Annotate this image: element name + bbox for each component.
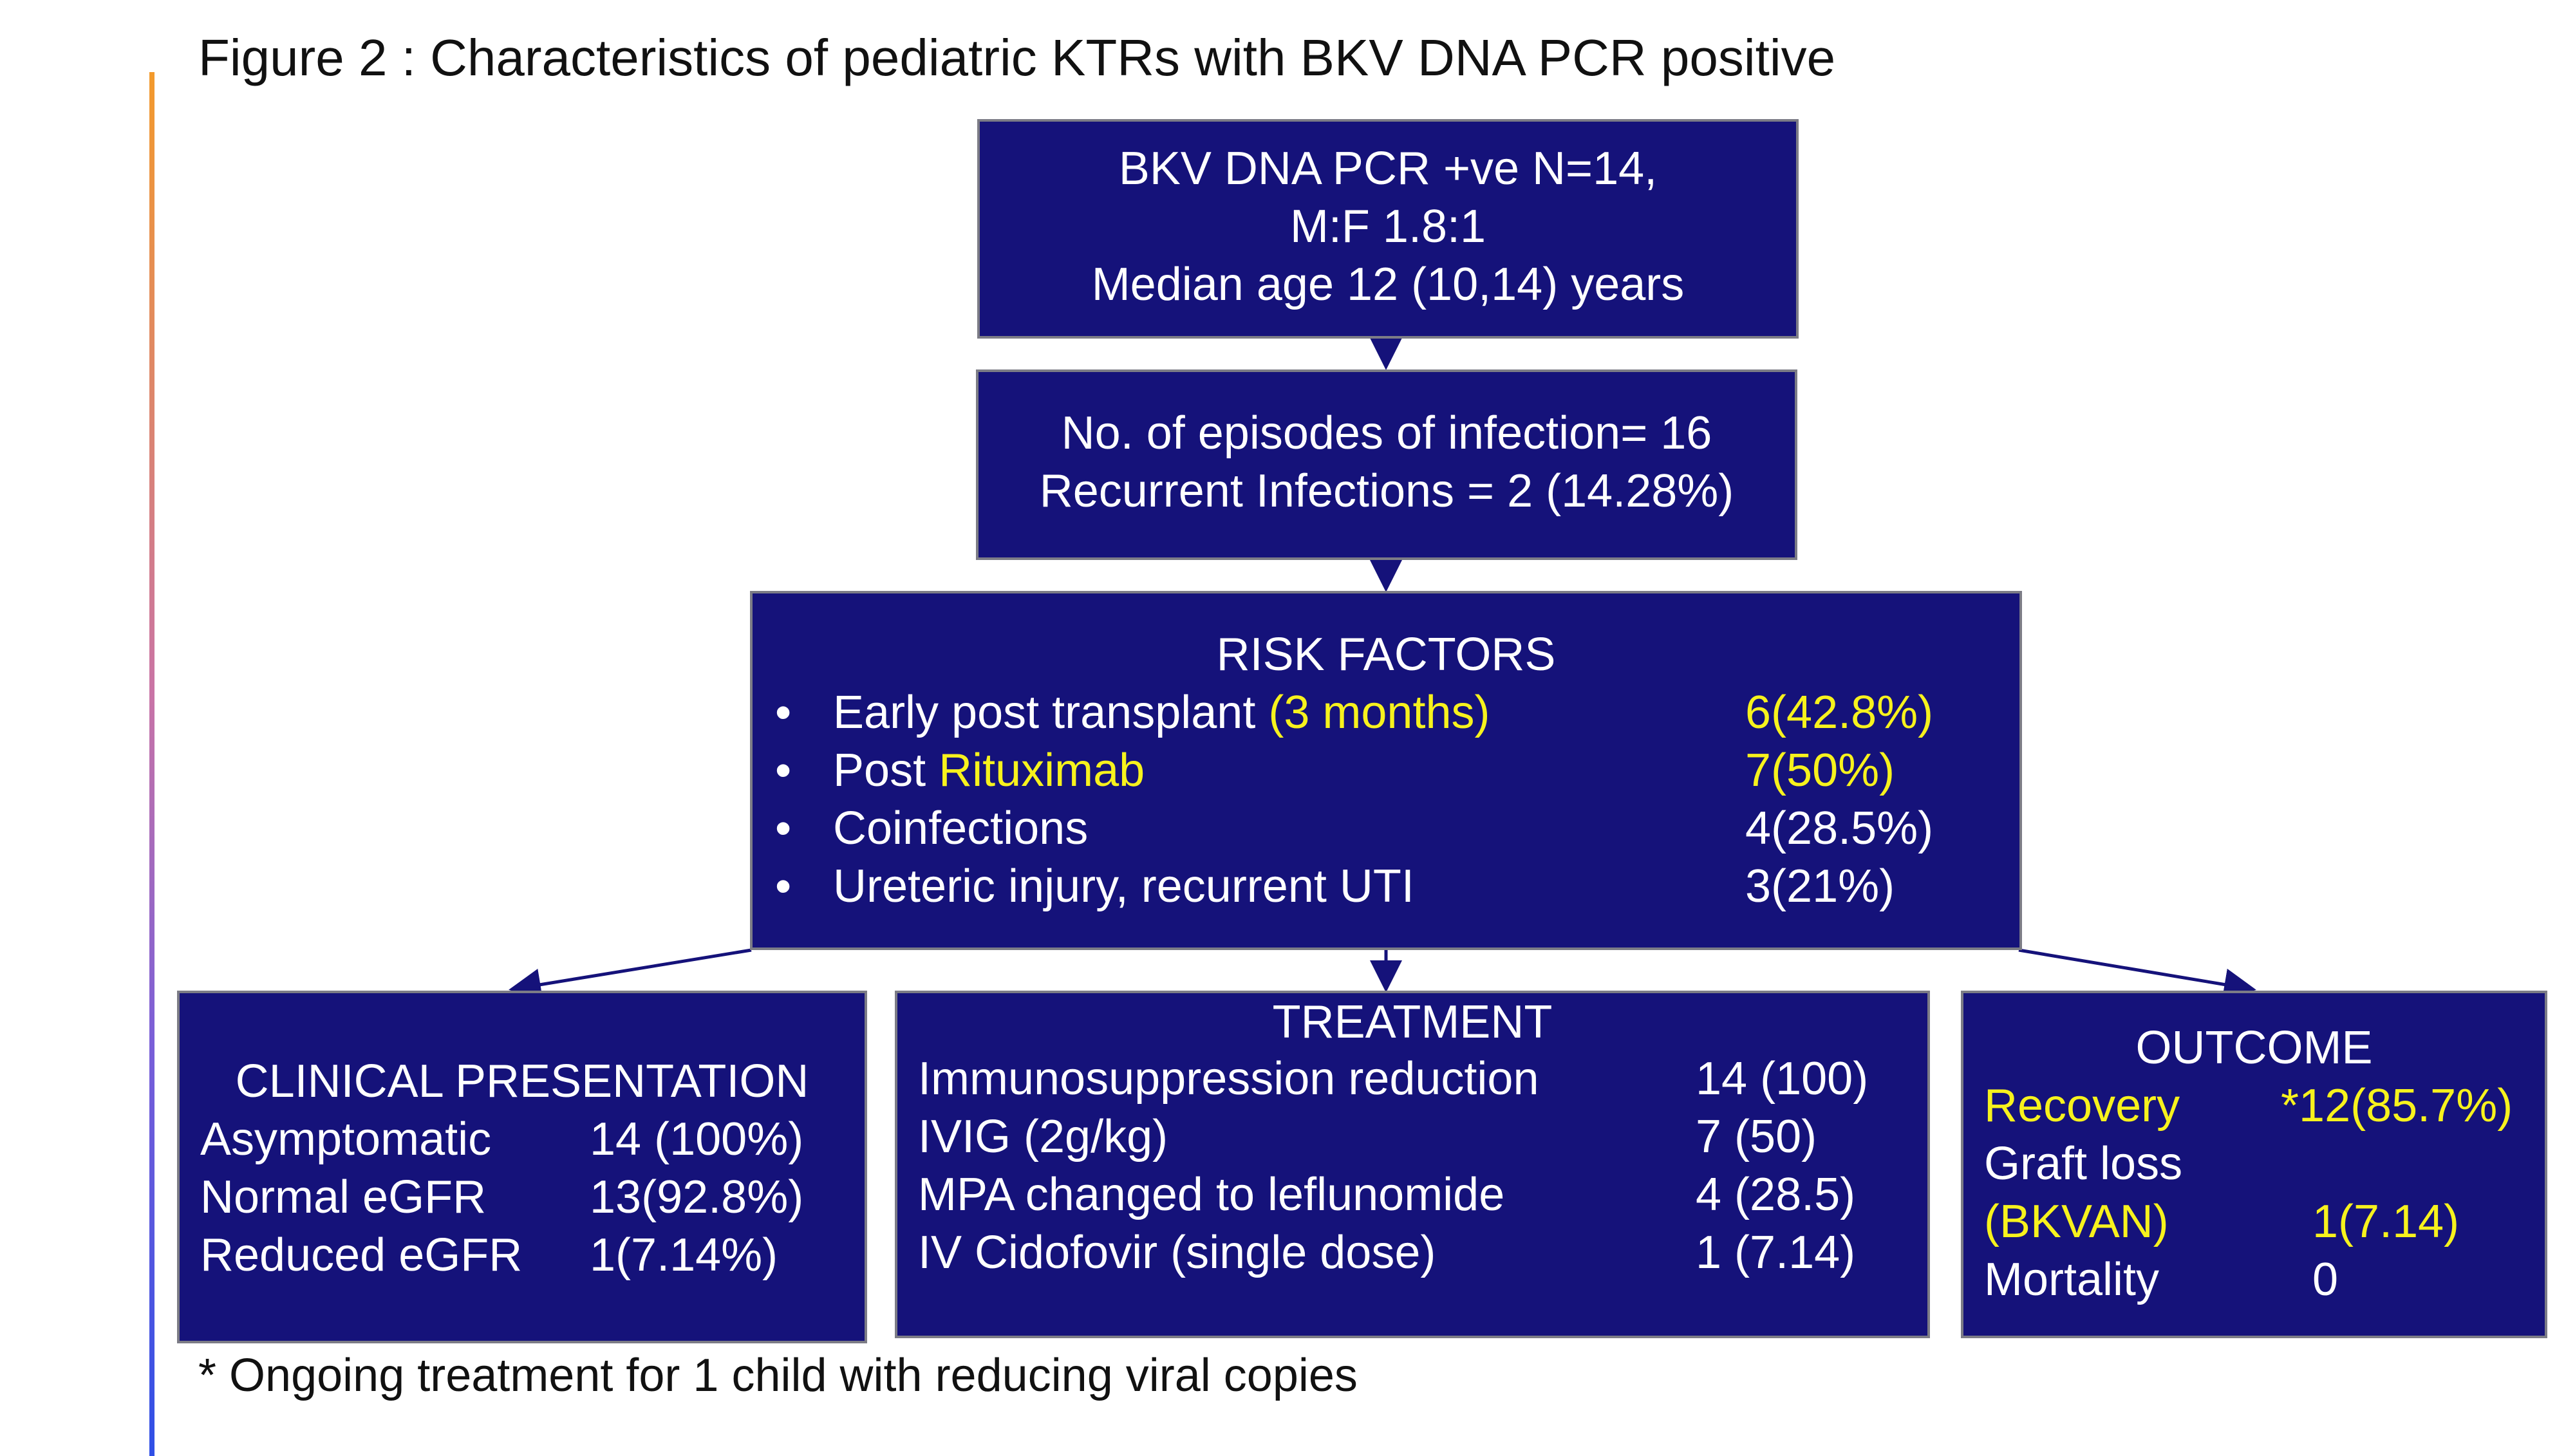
side-accent-bar — [149, 72, 154, 1456]
treatment-row-3-value: 4 (28.5) — [1696, 1169, 1856, 1220]
risk-item-4-label: Ureteric injury, recurrent UTI — [833, 861, 1414, 912]
treatment-row-1-label: Immunosuppression reduction — [918, 1053, 1539, 1105]
risk-factors-box: RISK FACTORS • Early post transplant (3 … — [750, 591, 2022, 950]
treatment-row-1-value: 14 (100) — [1696, 1053, 1869, 1105]
risk-item-3-label: Coinfections — [833, 803, 1089, 854]
treatment-heading: TREATMENT — [1272, 996, 1553, 1048]
risk-bullet-4: • — [775, 861, 792, 912]
risk-bullet-2: • — [775, 745, 792, 796]
outcome-heading: OUTCOME — [2135, 1022, 2373, 1074]
outcome-mortality-label: Mortality — [1984, 1254, 2160, 1305]
summary-box: BKV DNA PCR +ve N=14, M:F 1.8:1 Median a… — [977, 119, 1799, 339]
risk-factors-heading: RISK FACTORS — [1216, 629, 1556, 680]
treatment-row-2-label: IVIG (2g/kg) — [918, 1111, 1168, 1162]
outcome-box: OUTCOME Recovery *12(85.7%) Graft loss (… — [1961, 991, 2547, 1338]
episodes-line-1: No. of episodes of infection= 16 — [1061, 407, 1712, 459]
risk-item-3-value: 4(28.5%) — [1745, 803, 1934, 854]
treatment-row-3-label: MPA changed to leflunomide — [918, 1169, 1505, 1220]
risk-item-2-highlight: Rituximab — [939, 745, 1145, 796]
risk-bullet-1: • — [775, 687, 792, 738]
clinical-presentation-box: CLINICAL PRESENTATION Asymptomatic 14 (1… — [177, 991, 867, 1343]
footnote: * Ongoing treatment for 1 child with red… — [198, 1350, 1358, 1401]
clinical-row-1-label: Asymptomatic — [200, 1114, 492, 1165]
risk-item-1-highlight: (3 months) — [1268, 687, 1490, 738]
figure-title: Figure 2 : Characteristics of pediatric … — [198, 29, 1836, 86]
treatment-box: TREATMENT Immunosuppression reduction 14… — [895, 991, 1930, 1338]
outcome-graft-loss-label: Graft loss — [1984, 1138, 2183, 1190]
clinical-row-3-label: Reduced eGFR — [200, 1229, 523, 1281]
summary-line-2: M:F 1.8:1 — [1289, 201, 1486, 252]
clinical-row-3-value: 1(7.14%) — [590, 1229, 778, 1281]
episodes-box: No. of episodes of infection= 16 Recurre… — [976, 369, 1797, 560]
outcome-recovery-value: *12(85.7%) — [2281, 1080, 2513, 1132]
summary-line-1: BKV DNA PCR +ve N=14, — [1118, 143, 1658, 194]
clinical-row-1-value: 14 (100%) — [590, 1114, 804, 1165]
clinical-heading: CLINICAL PRESENTATION — [235, 1056, 809, 1107]
outcome-graft-loss-value: 1(7.14) — [2312, 1196, 2460, 1247]
risk-bullet-3: • — [775, 803, 792, 854]
clinical-row-2-value: 13(92.8%) — [590, 1171, 804, 1223]
treatment-row-4-label: IV Cidofovir (single dose) — [918, 1227, 1436, 1278]
risk-item-2: Post Rituximab — [833, 742, 1145, 799]
arrow-risk-to-clinical — [509, 948, 752, 1001]
treatment-row-2-value: 7 (50) — [1696, 1111, 1817, 1162]
risk-item-1: Early post transplant (3 months) — [833, 684, 1490, 742]
treatment-row-4-value: 1 (7.14) — [1696, 1227, 1856, 1278]
arrow-risk-to-outcome — [2018, 948, 2256, 1001]
risk-item-1-label: Early post transplant — [833, 687, 1256, 738]
risk-item-1-value: 6(42.8%) — [1745, 687, 1934, 738]
risk-item-2-value: 7(50%) — [1745, 745, 1895, 796]
episodes-line-2: Recurrent Infections = 2 (14.28%) — [1039, 465, 1734, 517]
risk-item-2-label: Post — [833, 745, 926, 796]
outcome-mortality-value: 0 — [2312, 1254, 2339, 1305]
risk-item-4-value: 3(21%) — [1745, 861, 1895, 912]
outcome-graft-loss-sub: (BKVAN) — [1984, 1196, 2169, 1247]
summary-line-3: Median age 12 (10,14) years — [1091, 259, 1685, 310]
outcome-recovery-label: Recovery — [1984, 1080, 2180, 1132]
clinical-row-2-label: Normal eGFR — [200, 1171, 487, 1223]
